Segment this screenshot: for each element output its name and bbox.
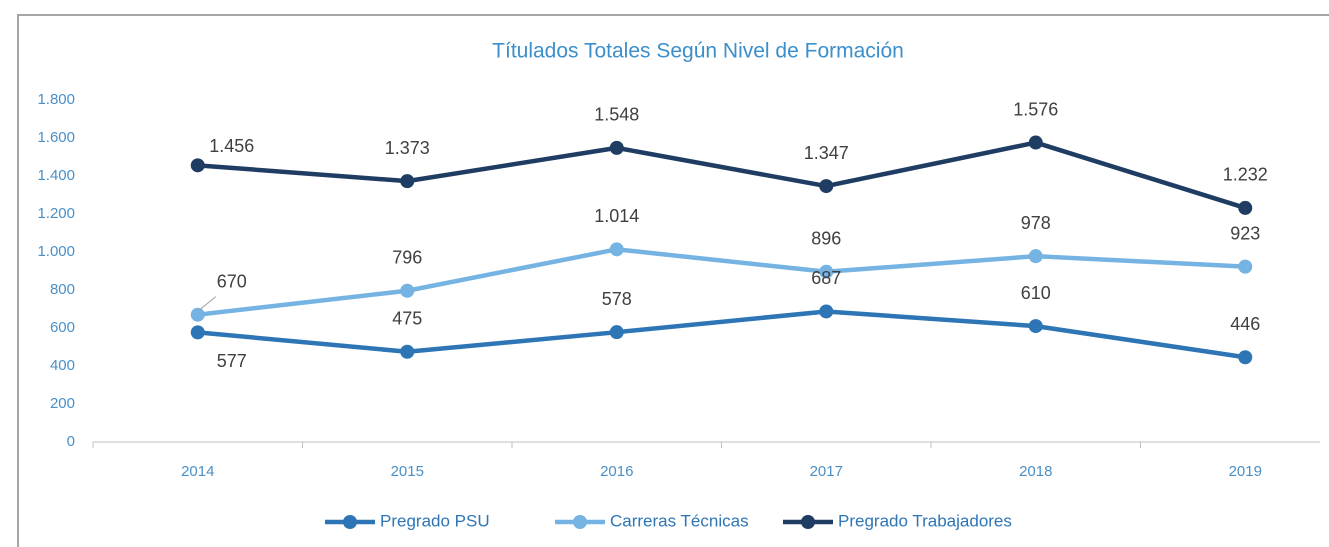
data-point [1238, 350, 1253, 365]
data-label: 578 [602, 289, 632, 309]
data-point [1238, 200, 1253, 215]
data-label: 1.347 [804, 143, 849, 163]
data-label: 796 [392, 248, 422, 268]
y-tick-label: 1.200 [37, 205, 75, 222]
data-label: 1.014 [594, 206, 639, 226]
series-line [197, 247, 1246, 317]
y-tick-label: 1.600 [37, 129, 75, 146]
data-point [609, 325, 624, 340]
x-tick-label: 2017 [810, 463, 843, 480]
data-point [609, 242, 624, 257]
data-point [1028, 135, 1043, 150]
chart-title: Títulados Totales Según Nivel de Formaci… [492, 40, 904, 63]
x-tick-label: 2019 [1229, 463, 1262, 480]
data-point [819, 264, 834, 279]
y-tick-label: 0 [67, 433, 75, 450]
y-tick-label: 800 [50, 281, 75, 298]
data-point [190, 158, 205, 173]
data-label: 1.576 [1013, 99, 1058, 119]
data-label: 475 [392, 309, 422, 329]
data-point [609, 140, 624, 155]
legend-marker [573, 515, 587, 529]
x-tick-label: 2015 [391, 463, 424, 480]
y-tick-label: 1.800 [37, 91, 75, 108]
y-tick-label: 1.400 [37, 167, 75, 184]
legend-marker [343, 515, 357, 529]
data-label: 670 [217, 271, 247, 291]
data-point [819, 304, 834, 319]
series-line [197, 309, 1246, 360]
legend-label: Pregrado Trabajadores [838, 511, 1012, 530]
series-line [197, 140, 1246, 211]
data-point [819, 179, 834, 194]
legend-label: Carreras Técnicas [610, 511, 749, 530]
y-tick-label: 1.000 [37, 243, 75, 260]
data-point [190, 325, 205, 340]
data-label: 1.232 [1223, 165, 1268, 185]
data-label: 446 [1230, 314, 1260, 334]
data-label: 896 [811, 229, 841, 249]
x-tick-label: 2014 [181, 463, 214, 480]
data-point [1028, 319, 1043, 334]
chart-frame [17, 14, 1329, 547]
data-point [1028, 249, 1043, 264]
data-label: 577 [217, 351, 247, 371]
leader-line [199, 296, 217, 311]
x-tick-label: 2018 [1019, 463, 1052, 480]
data-point [400, 344, 415, 359]
data-label: 1.373 [385, 138, 430, 158]
y-tick-label: 400 [50, 357, 75, 374]
data-label: 687 [811, 268, 841, 288]
x-tick-label: 2016 [600, 463, 633, 480]
data-label: 978 [1021, 213, 1051, 233]
data-point [1238, 259, 1253, 274]
data-label: 1.456 [209, 136, 254, 156]
legend-label: Pregrado PSU [380, 511, 490, 530]
data-label: 923 [1230, 223, 1260, 243]
data-point [400, 174, 415, 189]
data-point [190, 307, 205, 322]
data-label: 1.548 [594, 105, 639, 125]
legend-marker [801, 515, 815, 529]
data-point [400, 283, 415, 298]
y-tick-label: 200 [50, 395, 75, 412]
y-tick-label: 600 [50, 319, 75, 336]
data-label: 610 [1021, 283, 1051, 303]
